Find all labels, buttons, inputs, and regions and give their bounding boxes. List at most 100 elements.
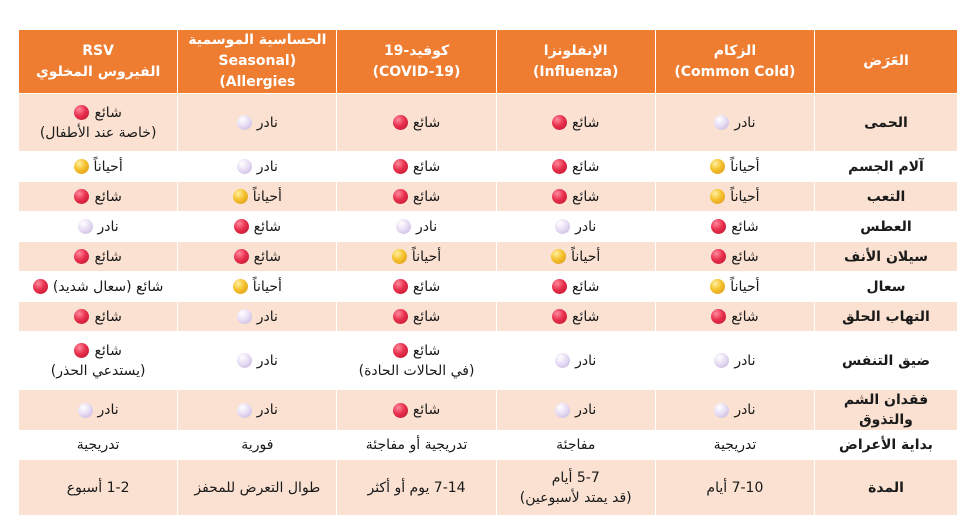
cell-value: شائع bbox=[552, 113, 599, 133]
symptom-label: آلام الجسم bbox=[814, 151, 958, 182]
cell-text: مفاجئة bbox=[556, 437, 596, 453]
cell-cold: نادر bbox=[654, 331, 816, 390]
cell-covid: شائع bbox=[336, 93, 497, 152]
cell-value: شائع bbox=[74, 341, 122, 361]
symptom-label: سعال bbox=[814, 271, 958, 302]
cell-text: أحياناً bbox=[411, 248, 442, 265]
cell-allergy: نادر bbox=[177, 389, 338, 431]
red-dot-icon bbox=[392, 402, 408, 418]
table-row: فقدان الشم والتذوق نادر نادر شائع نادر نادر bbox=[17, 389, 958, 431]
cell-value: أحياناً bbox=[232, 187, 282, 207]
yellow-dot-icon bbox=[73, 159, 89, 174]
red-dot-icon bbox=[552, 115, 568, 130]
cell-flu: نادر bbox=[495, 331, 656, 390]
cell-text: نادر bbox=[256, 352, 278, 369]
header-symptom: العَرَض bbox=[814, 29, 958, 94]
cell-flu: مفاجئة bbox=[495, 430, 656, 460]
cell-allergy: أحياناً bbox=[177, 181, 338, 212]
red-dot-icon bbox=[32, 279, 48, 294]
red-dot-icon bbox=[74, 189, 90, 204]
cell-allergy: نادر bbox=[177, 331, 338, 390]
cell-value: تدريجية bbox=[714, 435, 757, 455]
cell-value: أحياناً bbox=[710, 187, 760, 207]
cell-text: 1-2 أسبوع bbox=[66, 479, 130, 496]
cell-text: أحياناً bbox=[93, 158, 123, 175]
cell-value: 7-14 يوم أو أكثر bbox=[367, 478, 465, 498]
cell-value: شائع bbox=[233, 247, 281, 267]
red-dot-icon bbox=[552, 189, 568, 204]
purple-dot-icon bbox=[714, 353, 730, 368]
purple-dot-icon bbox=[236, 115, 252, 130]
red-dot-icon bbox=[392, 115, 408, 130]
purple-dot-icon bbox=[236, 159, 252, 174]
cell-value: نادر bbox=[236, 351, 278, 371]
cell-value: شائع bbox=[711, 217, 759, 237]
cell-covid: شائع bbox=[336, 271, 497, 302]
cell-text: شائع bbox=[412, 308, 441, 325]
table-row: سيلان الأنف شائع أحياناً أحياناً شائع شائع bbox=[17, 241, 958, 272]
cell-value: شائع bbox=[552, 307, 599, 327]
purple-dot-icon bbox=[555, 402, 571, 418]
cell-text: شائع bbox=[94, 104, 122, 121]
table-body: الحمى نادر شائع شائع نادر شائع (خاصة عند الأطف… bbox=[17, 93, 958, 516]
header-cold: الزكام (Common Cold) bbox=[654, 29, 816, 94]
yellow-dot-icon bbox=[391, 249, 407, 264]
cell-text: تدريجية bbox=[713, 437, 757, 453]
cell-note: (قد يمتد لأسبوعين) bbox=[519, 489, 632, 506]
red-dot-icon bbox=[233, 249, 249, 264]
cell-rsv: تدريجية bbox=[17, 430, 179, 460]
header-allergy: الحساسية الموسمية (Seasonal Allergies) bbox=[177, 29, 338, 94]
cell-note: (في الحالات الحادة) bbox=[358, 362, 475, 379]
cell-value: شائع bbox=[74, 307, 122, 327]
cell-value: شائع bbox=[552, 187, 599, 207]
table-row: التهاب الحلق شائع شائع شائع نادر شائع bbox=[17, 301, 958, 332]
cell-text: نادر bbox=[575, 402, 597, 418]
cell-text: نادر bbox=[734, 114, 756, 131]
red-dot-icon bbox=[711, 219, 727, 234]
cell-value: شائع bbox=[711, 307, 759, 327]
symptom-label: ضيق التنفس bbox=[814, 331, 958, 390]
cell-allergy: طوال التعرض للمحفز bbox=[177, 459, 338, 516]
table-row: التعب أحياناً شائع شائع أحياناً شائع bbox=[17, 181, 958, 212]
cell-value: نادر bbox=[714, 113, 755, 133]
cell-text: نادر bbox=[97, 402, 119, 418]
purple-dot-icon bbox=[714, 402, 730, 418]
purple-dot-icon bbox=[555, 219, 571, 234]
cell-rsv: شائع (يستدعي الحذر) bbox=[17, 331, 179, 390]
purple-dot-icon bbox=[77, 402, 93, 418]
red-dot-icon bbox=[392, 189, 408, 204]
cell-cold: نادر bbox=[654, 93, 816, 152]
red-dot-icon bbox=[74, 249, 90, 264]
cell-note: (خاصة عند الأطفال) bbox=[39, 124, 157, 141]
red-dot-icon bbox=[233, 219, 249, 234]
cell-value: نادر bbox=[555, 351, 596, 371]
cell-text: نادر bbox=[256, 402, 278, 418]
cell-text: طوال التعرض للمحفز bbox=[194, 479, 321, 496]
purple-dot-icon bbox=[236, 309, 252, 324]
symptom-comparison-table-wrapper: العَرَض الزكام (Common Cold) الإنفلونزا (I… bbox=[17, 29, 958, 516]
purple-dot-icon bbox=[395, 219, 411, 234]
cell-value: نادر bbox=[714, 400, 755, 420]
cell-value: شائع bbox=[392, 113, 440, 133]
cell-value: نادر bbox=[395, 217, 437, 237]
cell-allergy: شائع bbox=[177, 241, 338, 272]
cell-rsv: شائع (سعال شديد) bbox=[17, 271, 179, 302]
purple-dot-icon bbox=[236, 353, 252, 368]
cell-text: شائع bbox=[94, 308, 122, 325]
purple-dot-icon bbox=[77, 219, 93, 234]
cell-value: نادر bbox=[714, 351, 755, 371]
cell-value: طوال التعرض للمحفز bbox=[194, 478, 320, 498]
cell-cold: أحياناً bbox=[654, 151, 816, 182]
cell-cold: نادر bbox=[654, 389, 816, 431]
cell-allergy: نادر bbox=[177, 151, 338, 182]
cell-covid: 7-14 يوم أو أكثر bbox=[336, 459, 497, 516]
cell-value: نادر bbox=[77, 217, 119, 237]
cell-text: شائع (سعال شديد) bbox=[52, 278, 164, 295]
cell-text: 7-14 يوم أو أكثر bbox=[367, 479, 466, 496]
red-dot-icon bbox=[74, 343, 90, 358]
cell-text: 5-7 أيام bbox=[551, 469, 600, 486]
cell-value: تدريجية أو مفاجئة bbox=[366, 435, 467, 455]
cell-value: شائع bbox=[552, 157, 599, 177]
cell-covid: تدريجية أو مفاجئة bbox=[336, 430, 497, 460]
cell-text: شائع bbox=[731, 308, 759, 325]
